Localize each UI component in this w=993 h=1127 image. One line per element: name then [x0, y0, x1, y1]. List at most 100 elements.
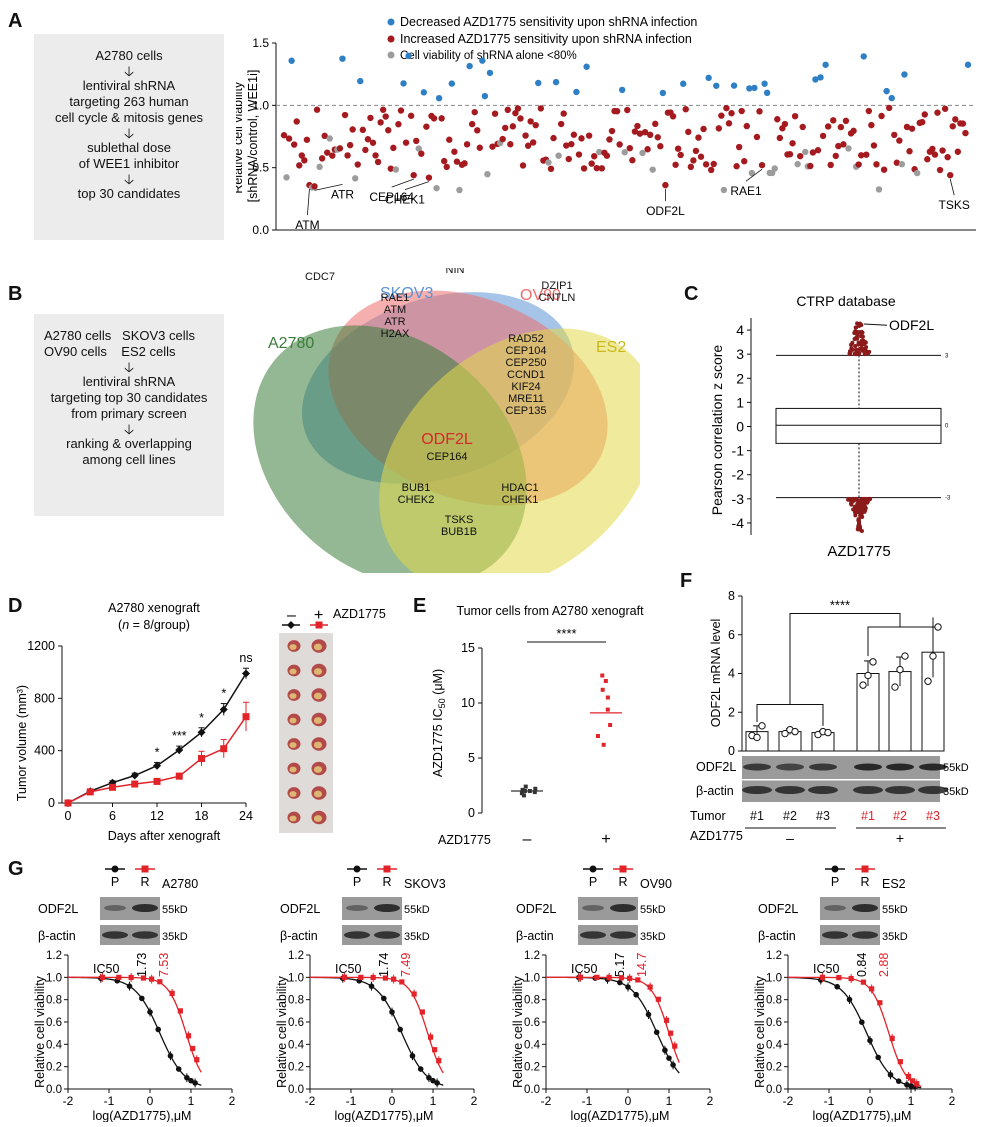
band	[580, 931, 606, 939]
annotation-label: ODF2L	[889, 317, 934, 333]
outlier-point	[860, 514, 865, 519]
data-point	[585, 132, 593, 139]
data-point	[316, 163, 323, 171]
data-point	[875, 186, 883, 193]
photo-plus: +	[314, 607, 323, 624]
data-point	[598, 165, 606, 172]
y-tick-label: 15	[461, 641, 475, 655]
data-point	[411, 991, 417, 997]
western-blot	[100, 897, 160, 920]
data-point	[774, 116, 781, 123]
legend-p: P	[589, 875, 597, 889]
data-point	[190, 1045, 196, 1052]
venn-group-g7: CEP164	[427, 451, 468, 463]
data-point	[758, 161, 766, 169]
dose-response-plot-ov90: P R OV90 ODF2L β-actin 55kD 35kD 0.0 0.2 0.4 0.6 0.…	[511, 865, 714, 1122]
data-point	[707, 166, 715, 174]
data-point	[662, 1047, 668, 1053]
data-point	[674, 145, 682, 152]
square-marker-icon	[315, 621, 323, 629]
odf2l-point	[857, 321, 863, 327]
data-point	[520, 787, 525, 792]
data-point	[859, 681, 867, 689]
data-point	[591, 153, 598, 160]
y-tick-label: 1.2	[288, 950, 304, 962]
venn-gene-label: HDAC1	[501, 482, 538, 494]
y-tick-label: 1.0	[46, 972, 62, 984]
venn-gene-label: MRE11	[508, 393, 544, 405]
data-point	[840, 141, 847, 148]
data-point	[659, 89, 667, 97]
tumor-id-label: #3	[926, 809, 940, 823]
data-point	[301, 157, 308, 164]
y-tick-label: 0.2	[46, 1062, 62, 1074]
venn-gene-label: CHEK1	[502, 494, 539, 506]
y-axis-label: Relative cell viability	[511, 975, 525, 1088]
cell-line-label: OV90	[640, 877, 672, 891]
data-point	[130, 771, 139, 780]
band	[852, 904, 878, 912]
data-point	[670, 1062, 676, 1068]
data-point	[522, 132, 529, 139]
kd-marker: 35kD	[162, 931, 188, 943]
x-tick-label: 2	[471, 1094, 478, 1108]
data-point	[723, 104, 730, 112]
panel-letter-c: C	[684, 283, 699, 305]
data-point	[339, 55, 346, 62]
data-point	[324, 149, 331, 156]
data-point	[824, 123, 832, 130]
y-tick-label: 0.8	[46, 995, 62, 1007]
data-point	[486, 69, 494, 77]
data-point	[169, 990, 175, 996]
cell-line-label: ES2	[882, 877, 906, 891]
data-point	[435, 94, 443, 102]
legend-text: Decreased AZD1775 sensitivity upon shRNA…	[400, 15, 697, 29]
data-point	[618, 975, 625, 981]
data-point	[595, 734, 600, 738]
data-point	[910, 1078, 916, 1084]
venn-label-es2: ES2	[596, 339, 626, 356]
venn-gene-label: BUB1B	[441, 526, 477, 538]
data-point	[936, 166, 944, 174]
flowchart-a: A2780 cells 🡣 lentiviral shRNA targeting…	[34, 34, 224, 240]
significance-label: ***	[172, 729, 187, 743]
data-point	[669, 113, 677, 120]
data-point	[746, 85, 753, 92]
data-point	[560, 110, 567, 117]
data-point	[753, 133, 761, 141]
data-point	[527, 118, 534, 125]
subscript: 50	[437, 698, 447, 708]
data-point	[603, 679, 608, 683]
y-axis-label: Relative cell viability	[33, 975, 47, 1088]
data-point	[791, 727, 799, 736]
tumor-highlight	[289, 693, 297, 699]
data-point	[835, 142, 842, 150]
y-axis-label: Relative cell viability [shRNA/control, …	[236, 70, 260, 203]
western-blot	[342, 897, 402, 920]
plus-label: +	[896, 830, 904, 846]
data-point	[502, 124, 509, 132]
data-point	[860, 53, 867, 60]
data-point	[869, 658, 877, 666]
venn-gene-label: RAE1	[381, 292, 410, 304]
data-point	[812, 76, 819, 83]
annotation-arrow	[314, 183, 343, 191]
data-point	[846, 996, 853, 1003]
odf2l-band	[854, 763, 882, 771]
odf2l-band	[886, 763, 914, 771]
side-label: 0	[945, 423, 949, 429]
data-point	[771, 165, 778, 172]
flow-step: lentiviral shRNA targeting top 30 candid…	[50, 374, 208, 421]
x-tick-label: -1	[346, 1094, 357, 1108]
data-point	[523, 784, 528, 789]
y-tick-label: -1	[732, 443, 745, 459]
y-tick-label: 0.6	[46, 1017, 62, 1029]
data-point	[177, 1008, 183, 1014]
data-point	[626, 144, 634, 152]
x-tick-label: 0	[389, 1094, 396, 1108]
data-point	[349, 126, 356, 133]
data-point	[827, 161, 834, 169]
x-tick-label: 2	[229, 1094, 236, 1108]
data-point	[887, 1071, 894, 1078]
data-point	[387, 165, 394, 172]
